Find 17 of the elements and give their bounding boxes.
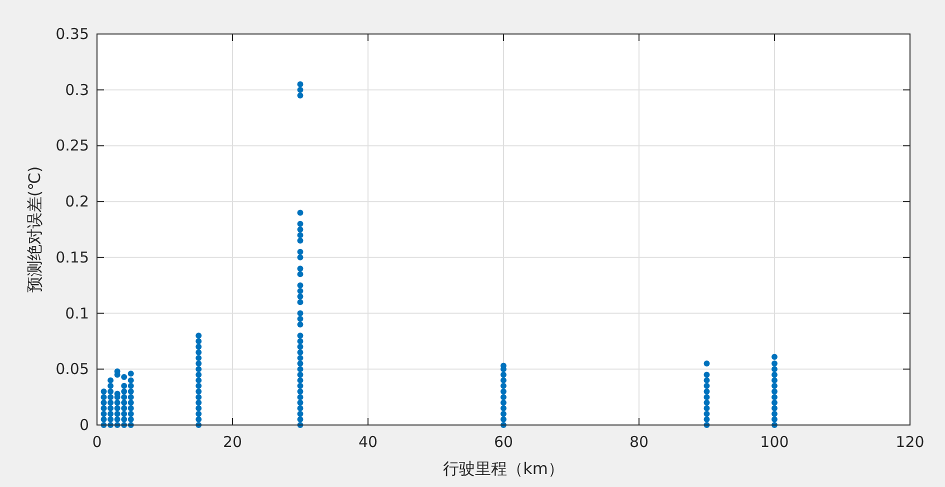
x-tick-label: 0 [92, 433, 102, 451]
x-tick-label: 100 [760, 433, 789, 451]
y-tick-label: 0.15 [56, 248, 89, 266]
y-tick-label: 0.1 [65, 304, 89, 322]
y-tick-label: 0.05 [56, 360, 89, 378]
y-tick-label: 0.2 [65, 192, 89, 211]
y-tick-label: 0.35 [56, 25, 89, 43]
y-tick-label: 0.3 [65, 80, 89, 99]
x-tick-label: 60 [494, 433, 514, 451]
x-tick-label: 20 [222, 433, 242, 451]
y-tick-label: 0 [79, 416, 89, 434]
x-axis-title: 行驶里程（km） [443, 459, 564, 478]
x-tick-label: 40 [358, 433, 378, 451]
x-tick-label: 80 [629, 433, 649, 451]
x-tick-label: 120 [896, 433, 924, 451]
y-tick-label: 0.25 [56, 136, 89, 155]
y-axis-title: 预测绝对误差(℃) [25, 166, 44, 293]
